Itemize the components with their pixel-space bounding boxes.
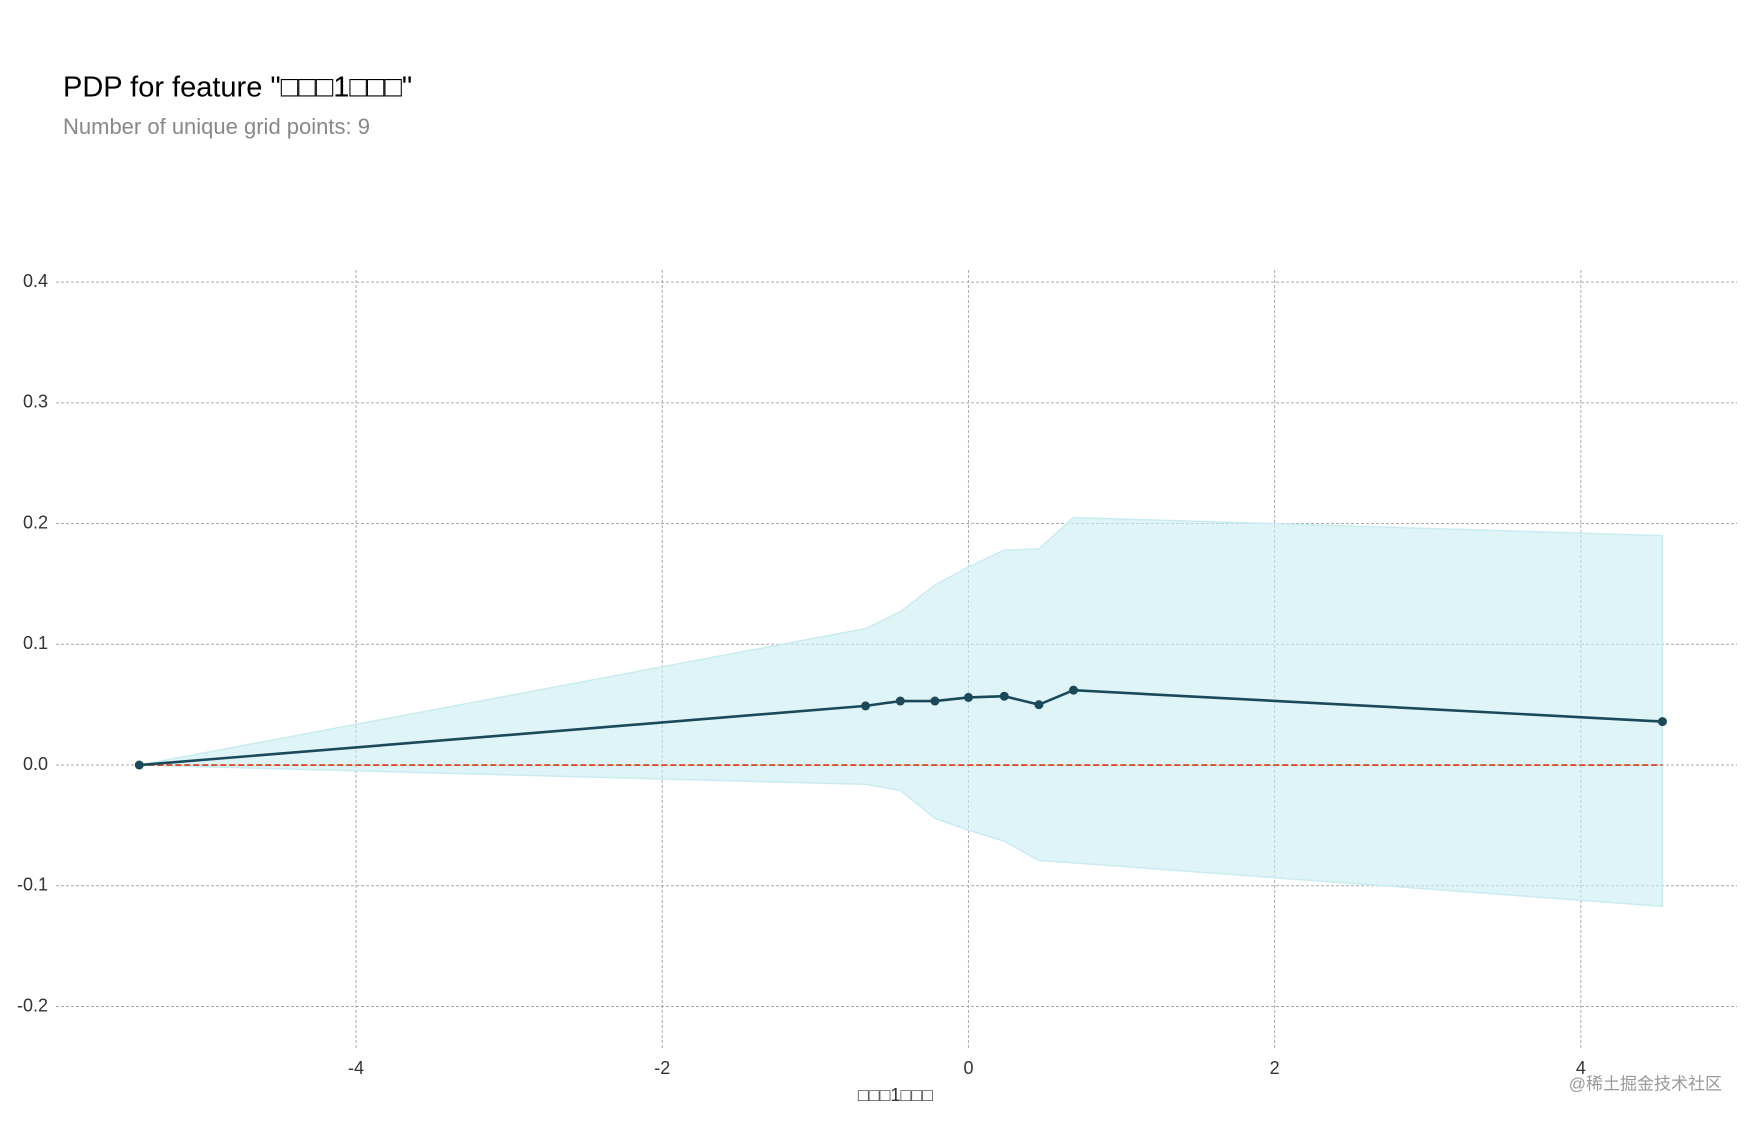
x-tick-label: -4 bbox=[348, 1058, 364, 1078]
y-tick-label: 0.4 bbox=[23, 271, 48, 291]
pdp-point bbox=[895, 696, 905, 706]
x-tick-label: -2 bbox=[654, 1058, 670, 1078]
y-tick-label: 0.3 bbox=[23, 392, 48, 412]
y-tick-label: 0.2 bbox=[23, 512, 48, 532]
x-axis-label: □□□1□□□ bbox=[858, 1085, 933, 1105]
x-tick-label: 2 bbox=[1270, 1058, 1280, 1078]
y-tick-label: 0.1 bbox=[23, 633, 48, 653]
pdp-point bbox=[963, 692, 973, 702]
pdp-point bbox=[930, 696, 940, 706]
watermark: @稀土掘金技术社区 bbox=[1569, 1074, 1722, 1093]
pdp-point bbox=[1068, 685, 1078, 695]
x-tick-label: 0 bbox=[963, 1058, 973, 1078]
chart-title: PDP for feature "□□□1□□□" bbox=[63, 72, 412, 104]
confidence-band bbox=[139, 516, 1664, 908]
y-tick-label: 0.0 bbox=[23, 754, 48, 774]
pdp-point bbox=[1034, 700, 1044, 710]
pdp-point bbox=[1657, 717, 1667, 727]
x-tick-label: 4 bbox=[1576, 1058, 1586, 1078]
y-tick-label: -0.1 bbox=[17, 875, 48, 895]
y-tick-label: -0.2 bbox=[17, 995, 48, 1015]
pdp-point bbox=[999, 691, 1009, 701]
pdp-point bbox=[134, 760, 144, 770]
chart-subtitle: Number of unique grid points: 9 bbox=[63, 114, 370, 139]
pdp-point bbox=[861, 701, 871, 711]
